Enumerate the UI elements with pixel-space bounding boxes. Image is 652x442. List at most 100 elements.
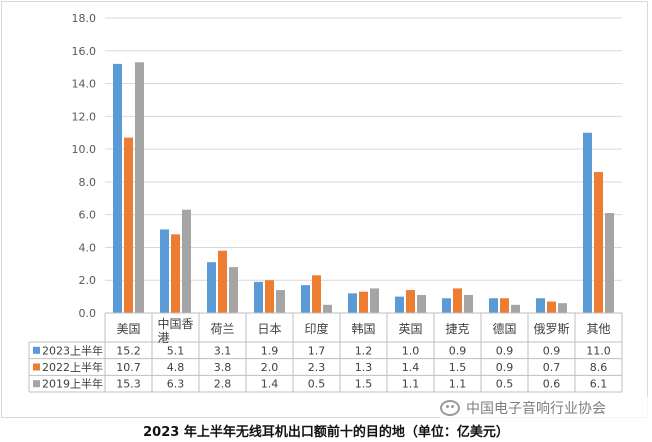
data-label: 1.5: [449, 361, 467, 374]
data-label: 1.7: [308, 344, 326, 357]
data-label: 1.5: [355, 378, 373, 391]
chart-caption: 2023 年上半年无线耳机出口额前十的目的地（单位：亿美元）: [143, 425, 509, 440]
y-tick-label: 4.0: [79, 241, 97, 254]
y-tick-label: 6.0: [79, 209, 97, 222]
data-label: 1.0: [402, 344, 420, 357]
legend-label: 2019上半年: [42, 377, 103, 391]
bar: [207, 262, 216, 313]
data-label: 1.4: [261, 378, 279, 391]
data-label: 0.5: [496, 378, 514, 391]
watermark: 中国电子音响行业协会: [440, 397, 650, 419]
x-tick-label: 中国香: [157, 316, 193, 331]
x-tick-label: 英国: [398, 322, 422, 336]
data-label: 3.8: [214, 361, 232, 374]
x-tick-label: 其他: [586, 322, 610, 336]
data-label: 0.9: [496, 344, 514, 357]
x-tick-label: 韩国: [351, 321, 375, 336]
bar: [171, 234, 180, 313]
y-tick-label: 18.0: [72, 12, 97, 25]
data-label: 6.3: [167, 378, 185, 391]
data-label: 1.1: [449, 378, 467, 391]
data-label: 11.0: [586, 344, 611, 357]
data-label: 5.1: [167, 344, 185, 357]
bar: [583, 132, 592, 313]
bar: [359, 291, 368, 313]
data-label: 1.2: [355, 344, 373, 357]
bar: [312, 275, 321, 313]
y-tick-label: 0.0: [79, 307, 97, 320]
x-tick-label: 印度: [304, 321, 328, 336]
x-tick-label: 港: [158, 331, 170, 345]
data-label: 0.5: [308, 378, 326, 391]
bar: [276, 290, 285, 313]
bar: [301, 285, 310, 313]
bar: [135, 62, 144, 313]
wechat-icon: [440, 400, 460, 416]
x-tick-label: 德国: [492, 321, 516, 336]
bar: [370, 288, 379, 313]
bar: [558, 303, 567, 313]
data-label: 10.7: [116, 361, 141, 374]
x-tick-label: 日本: [257, 322, 281, 336]
data-label: 1.1: [402, 378, 420, 391]
x-tick-label: 俄罗斯: [533, 322, 569, 336]
bar: [500, 298, 509, 313]
data-label: 1.9: [261, 344, 279, 357]
bar: [323, 304, 332, 313]
data-label: 0.9: [543, 344, 561, 357]
bar: [605, 213, 614, 313]
x-tick-label: 捷克: [445, 322, 469, 336]
bar: [594, 172, 603, 313]
bar: [113, 63, 122, 314]
legend-key: [33, 363, 40, 371]
bar: [218, 250, 227, 313]
watermark-text: 中国电子音响行业协会: [466, 401, 606, 417]
bar: [417, 294, 426, 313]
legend-label: 2022上半年: [42, 360, 103, 374]
bar: [395, 296, 404, 313]
data-label: 2.8: [214, 378, 232, 391]
bar: [229, 267, 238, 313]
y-tick-label: 12.0: [72, 110, 97, 123]
y-tick-label: 10.0: [72, 143, 97, 156]
bar-chart: 0.0 2.0 4.0 6.0 8.0 10.0 12.0 14.0 16.0 18.0 美国 中国香…: [28, 12, 623, 393]
y-tick-label: 16.0: [72, 45, 97, 58]
bar: [406, 290, 415, 313]
bar: [547, 301, 556, 313]
data-label: 1.3: [355, 361, 373, 374]
bar: [489, 298, 498, 313]
data-label: 15.3: [116, 378, 141, 391]
bar: [160, 229, 169, 313]
legend-key: [33, 380, 40, 388]
bar: [464, 294, 473, 313]
data-label: 2.3: [308, 361, 326, 374]
bar: [511, 304, 520, 313]
x-tick-label: 美国: [116, 322, 140, 336]
bar: [182, 209, 191, 313]
bar: [254, 281, 263, 313]
bar: [453, 288, 462, 313]
y-tick-label: 8.0: [79, 176, 97, 189]
data-label: 0.9: [449, 344, 467, 357]
y-tick-label: 14.0: [72, 78, 97, 91]
data-label: 6.1: [590, 378, 608, 391]
data-label: 1.4: [402, 361, 420, 374]
bar: [265, 280, 274, 313]
y-tick-label: 2.0: [79, 274, 97, 287]
x-tick-label: 荷兰: [210, 322, 234, 336]
data-label: 8.6: [590, 361, 608, 374]
bar: [348, 293, 357, 313]
bar: [124, 137, 133, 313]
data-label: 0.7: [543, 361, 561, 374]
bar: [536, 298, 545, 313]
data-label: 0.6: [543, 378, 561, 391]
bar: [442, 298, 451, 313]
data-label: 15.2: [116, 344, 141, 357]
data-label: 4.8: [167, 361, 185, 374]
legend-key: [33, 346, 40, 354]
legend-label: 2023上半年: [42, 343, 103, 357]
data-label: 0.9: [496, 361, 514, 374]
data-label: 3.1: [214, 344, 232, 357]
chart-frame: [1, 1, 648, 418]
data-label: 2.0: [261, 361, 279, 374]
